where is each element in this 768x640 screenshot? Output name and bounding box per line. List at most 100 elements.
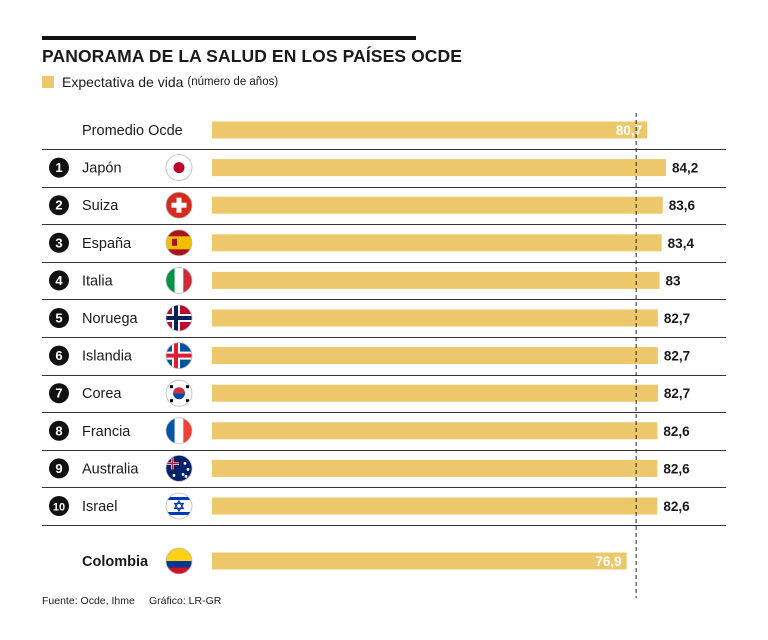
- flag-taeguk: [173, 387, 185, 394]
- bar-row: 1 Japón 84,2: [49, 154, 698, 182]
- legend-label: Expectativa de vida: [62, 74, 184, 90]
- flag-band: [166, 497, 192, 500]
- japan-flag-icon: [165, 154, 193, 182]
- country-label: Francia: [82, 424, 131, 440]
- bar-row: 5 Noruega 82,7: [49, 304, 690, 332]
- bar: [212, 234, 662, 252]
- flag-band: [166, 548, 192, 561]
- switzerland-flag-icon: [165, 191, 193, 219]
- flag-border: [165, 304, 193, 332]
- legend: Expectativa de vida (número de años): [42, 74, 278, 90]
- value-label: 82,6: [663, 424, 690, 439]
- spain-flag-icon: [165, 229, 193, 257]
- bar: [212, 121, 648, 139]
- flag-band: [166, 512, 192, 515]
- flag-face: [166, 305, 192, 331]
- rank-badge: [49, 496, 69, 516]
- rank-number: 4: [55, 273, 63, 288]
- flag-band: [166, 236, 192, 250]
- flag-border: [165, 154, 193, 182]
- value-label: 84,2: [672, 161, 698, 176]
- country-label: Israel: [82, 499, 117, 515]
- flag-border: [165, 547, 193, 575]
- rank-number: 5: [55, 311, 62, 326]
- rank-badge: [49, 420, 69, 441]
- bar: [212, 196, 663, 214]
- flag-union: [171, 455, 173, 470]
- flag-sun: [173, 162, 185, 174]
- country-label: Suiza: [82, 198, 119, 214]
- bar: [212, 309, 658, 327]
- rank-badge: [49, 195, 69, 216]
- flag-star: [181, 473, 185, 476]
- rank-badge: [49, 270, 69, 291]
- value-label: 82,7: [664, 386, 690, 401]
- bar-row: 8 Francia 82,6: [49, 417, 690, 445]
- value-label: 82,6: [663, 499, 690, 514]
- flag-face: [166, 455, 192, 482]
- flag-taeguk: [173, 393, 185, 400]
- flag-border: [165, 492, 193, 520]
- chart-title: PANORAMA DE LA SALUD EN LOS PAÍSES OCDE: [42, 46, 463, 66]
- value-label: 83,4: [668, 236, 695, 251]
- bar-row: 10 Israel 82,6: [49, 492, 690, 520]
- flag-cross: [171, 202, 187, 208]
- rank-number: 6: [55, 348, 62, 363]
- flag-face: [166, 229, 192, 256]
- credit-note: Gráfico: LR-GR: [149, 595, 222, 607]
- rank-number: 3: [55, 235, 62, 250]
- flag-band: [166, 417, 175, 444]
- norway-flag-icon: [165, 304, 193, 332]
- bar: [212, 497, 658, 515]
- flag-band: [166, 567, 192, 574]
- flag-border: [165, 454, 193, 482]
- israel-flag-icon: [165, 492, 193, 520]
- flag-trigram: [186, 385, 189, 389]
- flag-star: [186, 468, 190, 471]
- flag-star: [172, 474, 176, 477]
- country-label: España: [82, 236, 132, 252]
- value-label: 82,7: [664, 311, 690, 326]
- legend-swatch: [42, 76, 54, 88]
- flag-face: [166, 548, 192, 574]
- flag-star: [173, 502, 185, 513]
- flag-star: [173, 499, 185, 510]
- value-label: 80,7: [616, 123, 642, 138]
- rank-badge: [49, 308, 69, 328]
- flag-band: [166, 267, 175, 294]
- bar: [212, 552, 627, 570]
- flag-border: [165, 379, 193, 407]
- country-label: Australia: [82, 461, 139, 477]
- flag-cross: [166, 353, 192, 358]
- bar: [212, 159, 666, 177]
- france-flag-icon: [165, 417, 193, 445]
- bar-row: 7 Corea 82,7: [49, 379, 690, 407]
- flag-band: [183, 267, 192, 294]
- flag-border: [165, 417, 193, 445]
- flag-border: [165, 229, 193, 257]
- bar: [212, 422, 658, 440]
- flag-border: [165, 191, 193, 219]
- flag-face: [166, 192, 192, 219]
- bar: [212, 271, 660, 289]
- bar-row: 3 España 83,4: [49, 229, 695, 257]
- rank-number: 7: [55, 386, 62, 401]
- rank-badge: [49, 383, 69, 404]
- rank-number: 8: [55, 423, 62, 438]
- rank-badge: [49, 157, 69, 178]
- value-label: 83: [666, 273, 682, 288]
- rank-number: 10: [53, 502, 65, 514]
- rank-badge: [49, 345, 69, 366]
- source-note: Fuente: Ocde, Ihme: [42, 595, 135, 607]
- value-label: 82,6: [663, 461, 690, 476]
- flag-face: [166, 267, 192, 294]
- value-label: 83,6: [669, 198, 696, 213]
- flag-face: [166, 417, 192, 444]
- bar: [212, 347, 658, 365]
- country-label: Promedio Ocde: [82, 123, 183, 139]
- colombia-flag-icon: [165, 547, 193, 575]
- country-label: Japón: [82, 161, 122, 177]
- bar-row: Promedio Ocde 80,7: [82, 121, 648, 139]
- rank-badge: [49, 458, 69, 479]
